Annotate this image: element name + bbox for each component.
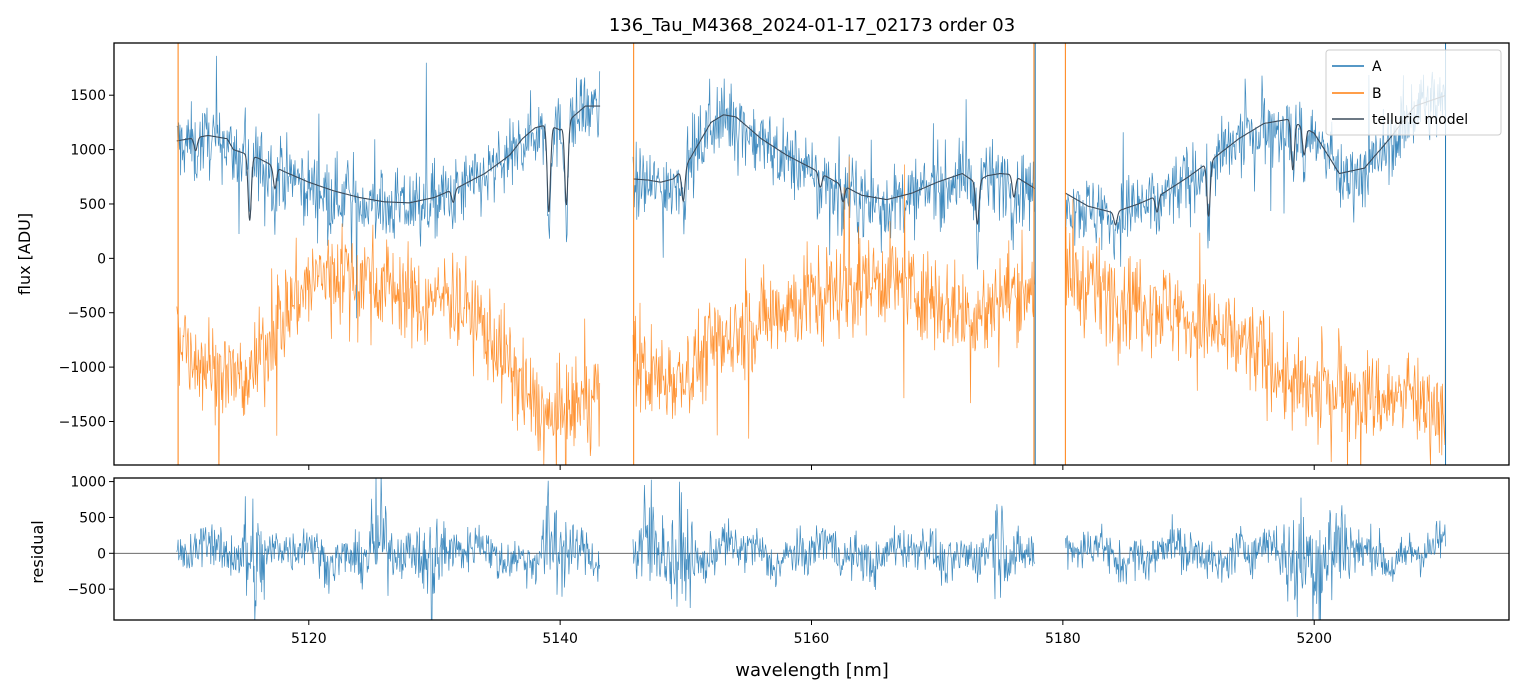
residual-y-tick-label: 1000 [70, 475, 106, 491]
flux-y-tick-label: −500 [68, 306, 106, 322]
series-A-line-2 [1065, 70, 1446, 267]
telluric-model-line-1 [633, 114, 1036, 225]
residual-y-tick-label: −500 [68, 582, 106, 598]
residual-A-line-1 [632, 479, 1035, 609]
residual-y-tick-label: 500 [79, 510, 106, 526]
residual-x-tick-label: 5200 [1296, 631, 1332, 647]
flux-y-tick-label: 500 [79, 197, 106, 213]
flux-y-tick-label: −1500 [59, 414, 106, 430]
residual-y-axis-label: residual [28, 520, 47, 583]
telluric-model-line-2 [1065, 94, 1447, 226]
flux-y-tick-label: 1500 [70, 88, 106, 104]
series-B-line-1 [632, 156, 1035, 439]
flux-y-tick-label: 1000 [70, 143, 106, 159]
flux-y-tick-label: 0 [97, 251, 106, 267]
legend: A B telluric model [1325, 49, 1502, 136]
flux-plot-area [176, 43, 1447, 465]
residual-x-tick-label: 5140 [542, 631, 578, 647]
residual-x-tick-label: 5180 [1045, 631, 1081, 647]
legend-B-label: B [1372, 86, 1382, 102]
residual-A-line-2 [1065, 497, 1446, 620]
residual-x-tick-label: 5160 [794, 631, 830, 647]
residual-plot-area [114, 478, 1509, 620]
flux-y-tick-label: −1000 [59, 360, 106, 376]
legend-box [1325, 49, 1502, 136]
telluric-model-line-0 [176, 105, 601, 221]
residual-y-axis: −500 0 500 1000 [68, 475, 114, 598]
series-A-line-1 [632, 78, 1035, 270]
residual-x-axis: 5120 5140 5160 5180 5200 [291, 620, 1332, 647]
residual-x-axis-label: wavelength [nm] [735, 660, 889, 681]
residual-x-tick-label: 5120 [291, 631, 327, 647]
series-B-line-2 [1065, 198, 1446, 465]
flux-y-axis: −1500 −1000 −500 0 500 1000 1500 [59, 88, 114, 430]
residual-A-line-0 [176, 478, 601, 620]
series-B-line-0 [176, 223, 601, 465]
flux-x-axis [308, 465, 1315, 470]
legend-A-label: A [1372, 59, 1382, 75]
legend-telluric-model-label: telluric model [1372, 112, 1468, 128]
flux-y-axis-label: flux [ADU] [15, 213, 34, 295]
chart-title: 136_Tau_M4368_2024-01-17_02173 order 03 [609, 15, 1015, 36]
residual-y-tick-label: 0 [97, 546, 106, 562]
